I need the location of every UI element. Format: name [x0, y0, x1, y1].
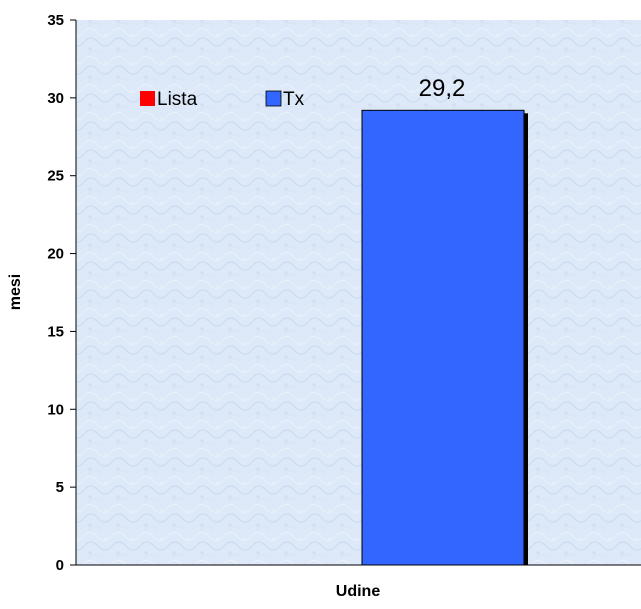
- y-tick-label: 35: [47, 12, 64, 29]
- legend: Lista Tx: [140, 89, 305, 110]
- bar-tx-udine: [361, 109, 525, 566]
- y-tick-label: 25: [47, 168, 64, 185]
- legend-label-tx: Tx: [283, 89, 305, 110]
- y-axis-title: mesi: [7, 274, 24, 310]
- legend-swatch-lista: [140, 91, 155, 106]
- legend-swatch-tx: [265, 90, 282, 107]
- legend-item-tx: Tx: [265, 89, 305, 110]
- y-tick-label: 10: [47, 401, 64, 418]
- plot-area: [76, 20, 641, 565]
- legend-label-lista: Lista: [157, 89, 198, 110]
- data-label-tx-udine: 29,2: [419, 75, 466, 102]
- y-tick-label: 5: [56, 479, 64, 496]
- y-tick-label: 20: [47, 246, 64, 263]
- y-tick-label: 15: [47, 323, 64, 340]
- legend-item-lista: Lista: [140, 89, 198, 110]
- x-axis-category-label: Udine: [336, 583, 381, 600]
- y-tick-label: 30: [47, 90, 64, 107]
- y-tick-label: 0: [56, 557, 64, 574]
